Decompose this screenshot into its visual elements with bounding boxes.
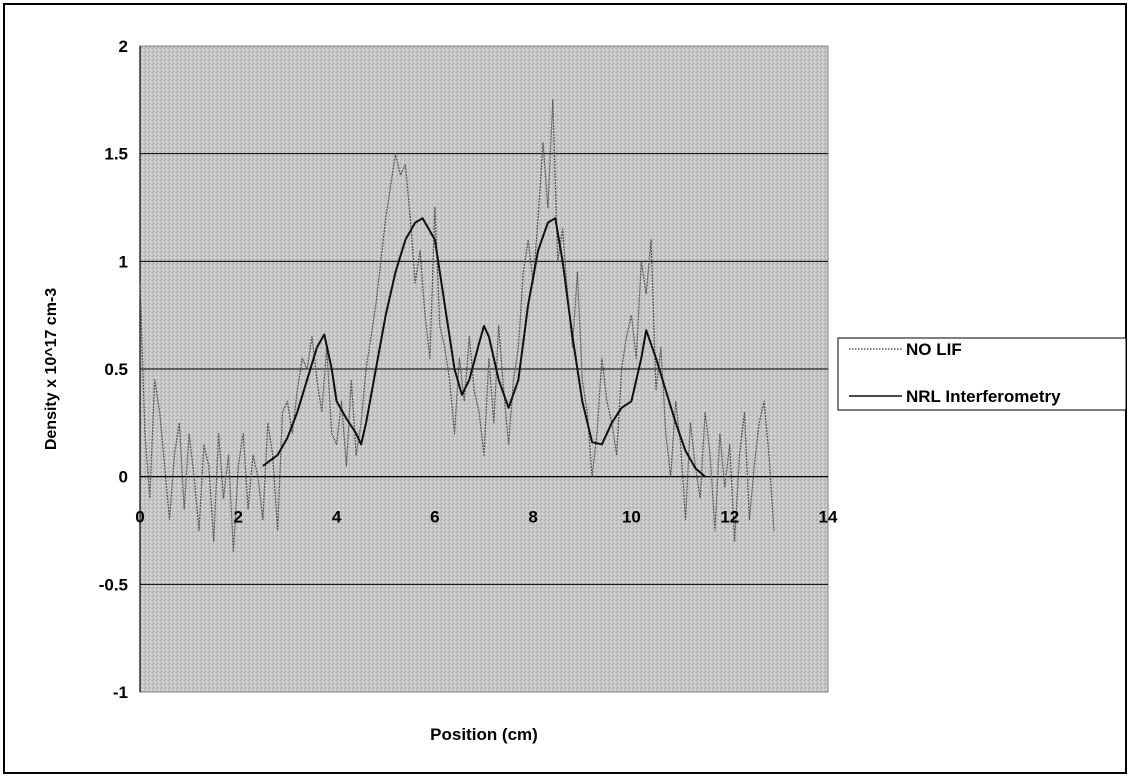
series-line-no-lif: [139, 99, 775, 553]
legend-label-nrl-interferometry: NRL Interferometry: [906, 387, 1061, 406]
legend-label-no-lif: NO LIF: [906, 340, 962, 359]
series-layer: [139, 99, 775, 553]
legend-box: [837, 337, 1127, 411]
x-tick-label: 8: [528, 508, 537, 527]
x-axis-label: Position (cm): [430, 725, 538, 744]
y-axis-label: Density x 10^17 cm-3: [43, 288, 60, 450]
x-tick-labels: 0 2 4 6 8 10 12 14: [135, 508, 838, 527]
series-line-nrl-interferometry: [262, 217, 706, 478]
x-tick-label: 12: [720, 508, 739, 527]
y-tick-label: 1.5: [104, 145, 128, 164]
y-tick-label: -0.5: [99, 575, 128, 594]
x-tick-label: 0: [135, 508, 144, 527]
x-tick-label: 4: [332, 508, 342, 527]
y-tick-label: 1: [119, 252, 128, 271]
x-tick-label: 6: [430, 508, 439, 527]
grid-lines: [139, 46, 828, 692]
legend: NO LIF NRL Interferometry: [837, 337, 1127, 411]
y-tick-label: 0.5: [104, 360, 128, 379]
y-tick-labels: -1 -0.5 0 0.5 1 1.5 2: [99, 37, 128, 702]
x-tick-label: 10: [622, 508, 641, 527]
y-tick-label: 0: [119, 468, 128, 487]
x-tick-label: 14: [819, 508, 838, 527]
y-tick-label: 2: [119, 37, 128, 56]
y-tick-label: -1: [113, 683, 128, 702]
x-tick-label: 2: [234, 508, 243, 527]
